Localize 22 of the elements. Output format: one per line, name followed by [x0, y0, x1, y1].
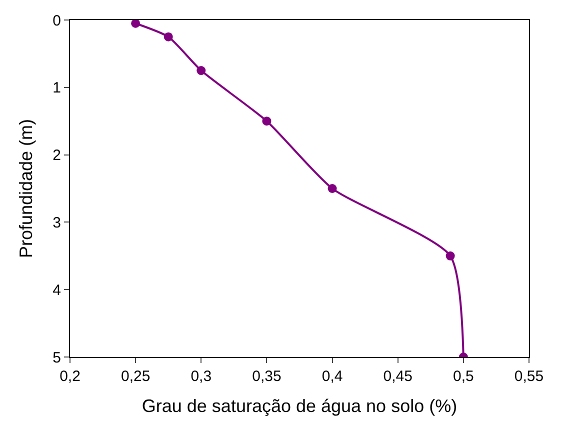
x-tick-label: 0,25 — [120, 368, 150, 385]
point — [164, 32, 173, 42]
x-tick-label: 0,55 — [514, 368, 544, 385]
point — [131, 20, 140, 28]
x-tick-label: 0,45 — [383, 368, 412, 385]
x-tick-label: 0,3 — [190, 368, 212, 385]
y-axis-title: Profundidade (m) — [16, 118, 36, 258]
y-tick-label: 5 — [52, 349, 61, 366]
point — [196, 66, 206, 76]
x-tick-label: 0,35 — [252, 368, 282, 385]
x-tick-label: 0,4 — [322, 368, 343, 385]
y-tick-label: 1 — [52, 80, 61, 97]
y-tick-label: 4 — [52, 282, 61, 299]
y-tick-label: 2 — [52, 147, 61, 164]
x-axis-title: Grau de saturação de água no solo (%) — [142, 396, 458, 416]
y-tick-label: 3 — [52, 214, 61, 232]
x-tick-label: 0,2 — [60, 368, 80, 385]
point — [328, 184, 337, 193]
point — [262, 116, 272, 126]
point — [446, 251, 455, 260]
x-tick-label: 0,5 — [453, 368, 474, 385]
y-tick-label: 0 — [52, 12, 61, 30]
